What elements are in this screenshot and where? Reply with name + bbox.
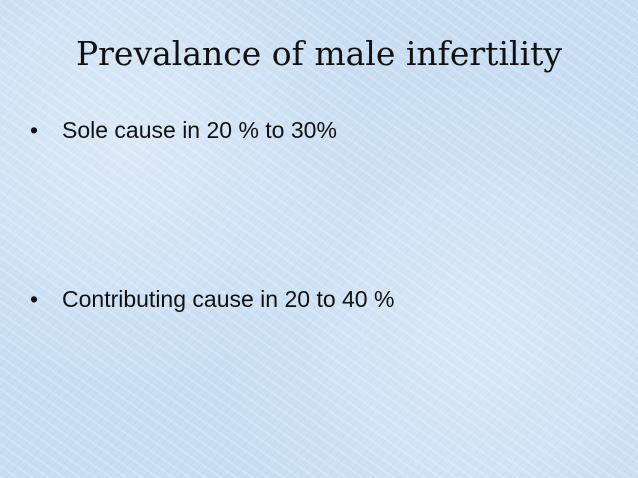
bullet-text: Sole cause in 20 % to 30% bbox=[62, 117, 337, 143]
slide-title: Prevalance of male infertility bbox=[75, 34, 563, 73]
bullet-item: • Sole cause in 20 % to 30% bbox=[30, 117, 337, 144]
bullet-dot: • bbox=[30, 117, 39, 143]
bullet-item: • Contributing cause in 20 to 40 % bbox=[30, 286, 394, 313]
bullet-dot: • bbox=[30, 286, 39, 312]
bullet-text: Contributing cause in 20 to 40 % bbox=[62, 286, 395, 312]
